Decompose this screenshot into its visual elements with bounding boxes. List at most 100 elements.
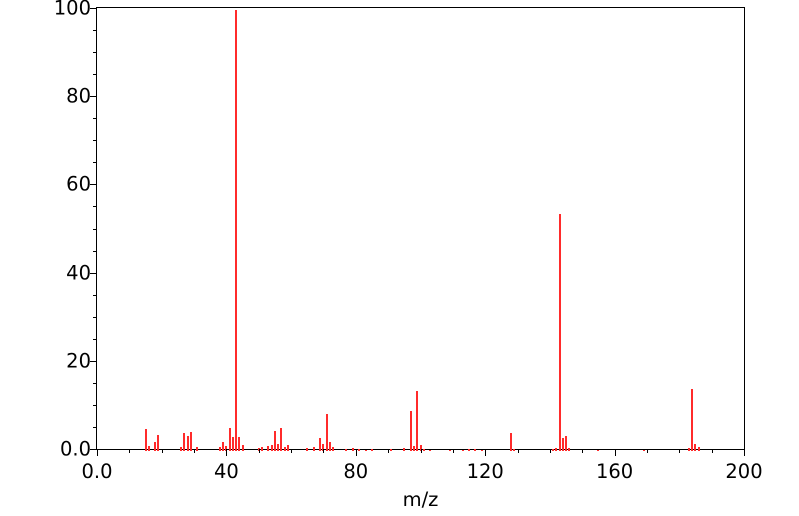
x-axis-minor-tick xyxy=(517,449,519,453)
x-axis-tick xyxy=(226,449,228,456)
spectrum-peak xyxy=(561,437,564,451)
spectrum-peak xyxy=(597,449,600,451)
spectrum-peak xyxy=(448,449,451,451)
spectrum-peak xyxy=(312,447,315,451)
spectrum-peak xyxy=(642,449,645,451)
x-axis-minor-tick xyxy=(549,449,551,453)
spectrum-peak xyxy=(322,444,325,451)
y-axis-minor-tick xyxy=(93,140,97,142)
spectrum-peak xyxy=(691,389,694,451)
x-axis-minor-tick xyxy=(679,449,681,453)
spectrum-peak xyxy=(328,442,331,451)
spectrum-peak xyxy=(273,430,276,451)
x-axis-tick-label: 120 xyxy=(466,460,504,483)
y-axis-tick xyxy=(90,8,97,9)
spectrum-peak xyxy=(461,449,464,451)
x-axis-minor-tick xyxy=(258,449,260,453)
spectrum-peak xyxy=(370,449,373,451)
y-axis-minor-tick xyxy=(93,118,97,120)
spectrum-peak xyxy=(468,448,471,451)
spectrum-peak xyxy=(403,448,406,451)
x-axis-minor-tick xyxy=(161,449,163,453)
spectrum-peak xyxy=(688,448,690,451)
spectrum-peak xyxy=(286,445,289,451)
x-axis-tick xyxy=(614,449,616,456)
y-axis-tick xyxy=(90,96,97,98)
x-axis-tick xyxy=(97,449,98,456)
y-axis-minor-tick xyxy=(93,250,97,252)
spectrum-peak xyxy=(267,446,270,451)
spectrum-peak xyxy=(225,446,228,451)
y-axis-minor-tick xyxy=(93,52,97,54)
spectrum-peak xyxy=(422,449,425,451)
spectrum-peak xyxy=(231,437,234,451)
spectrum-peak xyxy=(325,414,328,451)
spectrum-peak xyxy=(697,446,700,451)
y-axis-tick-label: 0.0 xyxy=(59,437,91,461)
spectrum-peak xyxy=(474,449,477,451)
spectrum-peak xyxy=(364,449,367,451)
x-axis-tick xyxy=(355,449,357,456)
spectrum-peak xyxy=(306,448,309,451)
spectrum-peak xyxy=(189,432,192,451)
spectrum-peak xyxy=(351,448,354,451)
x-axis-tick-label: 200 xyxy=(725,460,763,483)
spectrum-peak xyxy=(144,428,147,451)
spectrum-peak xyxy=(280,428,283,451)
x-axis-tick-label: 80 xyxy=(343,460,369,483)
x-axis-minor-tick xyxy=(194,449,196,453)
spectrum-peak xyxy=(186,436,189,451)
spectrum-peak xyxy=(238,436,241,451)
spectrum-peak xyxy=(480,449,483,451)
spectrum-peak xyxy=(222,442,225,451)
spectrum-peak xyxy=(235,10,238,451)
y-axis-minor-tick xyxy=(93,206,97,208)
spectrum-peak xyxy=(283,446,286,451)
spectrum-peaks xyxy=(97,8,746,451)
y-axis-tick-label: 40 xyxy=(66,260,91,284)
y-axis-tick xyxy=(90,184,97,186)
spectrum-peak xyxy=(241,444,244,451)
spectrum-peak xyxy=(270,445,273,451)
y-axis-tick xyxy=(90,449,97,450)
y-axis-minor-tick xyxy=(93,338,97,340)
y-axis-minor-tick xyxy=(93,30,97,32)
spectrum-peak xyxy=(345,448,348,451)
x-axis-minor-tick xyxy=(129,449,131,453)
spectrum-peak xyxy=(552,448,555,451)
x-axis-minor-tick xyxy=(711,449,713,453)
x-axis-minor-tick xyxy=(646,449,648,453)
y-axis-tick-label: 100 xyxy=(53,0,91,20)
spectrum-peak xyxy=(416,391,419,451)
x-axis-minor-tick xyxy=(420,449,422,453)
y-axis-minor-tick xyxy=(93,316,97,318)
x-axis-tick-label: 160 xyxy=(595,460,634,483)
x-axis-minor-tick xyxy=(323,449,325,453)
plot-area: 0.0 20 40 60 80 100 0.0 40 80 120 160 200 xyxy=(54,0,763,481)
y-axis-minor-tick xyxy=(93,426,97,428)
y-axis-tick-label: 20 xyxy=(66,349,91,373)
x-axis-tick-label: 40 xyxy=(213,460,239,483)
x-axis-minor-tick xyxy=(388,449,390,453)
spectrum-peak xyxy=(147,445,150,451)
spectrum-peak xyxy=(694,443,697,451)
x-axis-tick xyxy=(485,449,487,456)
spectrum-peak xyxy=(568,447,571,451)
spectrum-peak xyxy=(154,441,157,451)
spectrum-peak xyxy=(180,446,183,451)
spectrum-peak xyxy=(419,444,422,451)
spectrum-peak xyxy=(358,449,361,451)
spectrum-peak xyxy=(183,432,186,451)
spectrum-peak xyxy=(429,449,432,451)
x-axis-tick xyxy=(744,449,745,456)
x-axis-minor-tick xyxy=(291,449,293,453)
spectrum-peak xyxy=(513,448,516,451)
x-axis-label: m/z xyxy=(402,488,439,511)
y-axis-tick-label: 60 xyxy=(66,172,91,196)
spectrum-peak xyxy=(390,448,393,451)
x-axis-minor-tick xyxy=(452,449,454,453)
spectrum-peak xyxy=(409,411,412,451)
y-axis-tick xyxy=(90,272,97,274)
x-axis-tick-label: 0.0 xyxy=(81,460,113,483)
y-axis-tick-label: 80 xyxy=(66,84,91,108)
